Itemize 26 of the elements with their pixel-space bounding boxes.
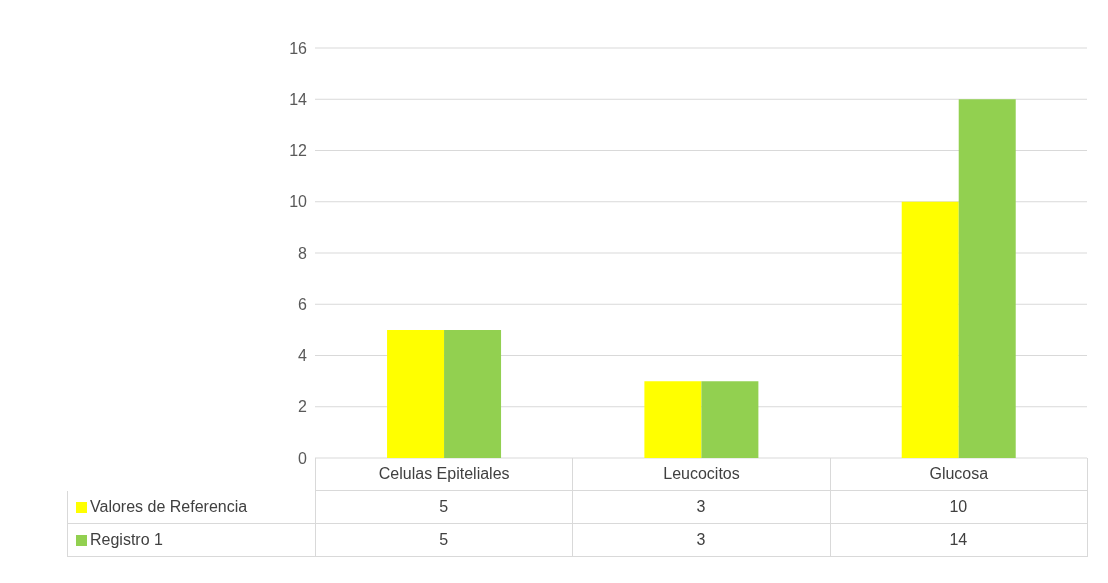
y-tick-label: 16 [289,39,308,57]
data-label: 14 [829,524,1088,557]
y-tick-label: 2 [298,398,308,416]
bar [387,329,445,458]
y-tick-label: 4 [298,347,308,365]
x-tick-label: Celulas Epiteliales [315,458,574,491]
y-tick-label: 12 [289,142,308,160]
x-tick-label: Leucocitos [572,458,831,491]
y-tick-label: 0 [298,449,308,467]
y-tick-label: 8 [298,244,308,262]
bar [901,201,959,458]
legend-label: Registro 1 [90,531,163,549]
bar [444,329,502,458]
y-tick-label: 6 [298,295,308,313]
legend-label: Valores de Referencia [90,498,248,516]
y-tick-label: 14 [289,90,308,108]
data-label: 3 [572,491,831,524]
bar [644,381,702,458]
x-tick-label: Glucosa [829,458,1088,491]
data-label: 10 [829,491,1088,524]
data-label: 5 [315,491,574,524]
bar [958,99,1016,458]
data-label: 5 [315,524,574,557]
y-tick-label: 10 [289,193,308,211]
data-label: 3 [572,524,831,557]
bar [701,381,759,458]
